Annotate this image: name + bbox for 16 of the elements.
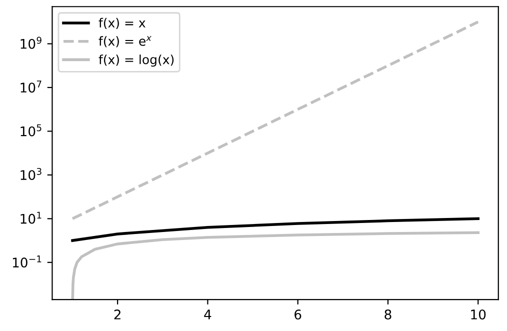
y-tick-label: 10$^{1}$	[20, 212, 42, 224]
x-tick-label: 6	[294, 310, 302, 320]
y-tick-label: 10$^{−1}$	[12, 256, 42, 268]
y-tick-label: 10$^{7}$	[20, 80, 42, 93]
y-tick-label: 10$^{9}$	[20, 36, 42, 49]
legend-label: f(x) = x	[98, 18, 146, 30]
x-tick-label: 4	[204, 310, 212, 320]
line-series	[71, 231, 480, 300]
y-tick-label: 10$^{5}$	[20, 124, 42, 136]
legend-label: f(x) = log(x)	[98, 54, 174, 67]
x-tick-label: 8	[384, 310, 392, 320]
x-tick-label: 2	[114, 310, 120, 320]
x-tick-label: 10	[471, 310, 486, 320]
legend-label: f(x) = e$^{x}$	[98, 36, 152, 48]
line-series	[71, 217, 480, 242]
y-tick-label: 10$^{3}$	[20, 168, 42, 180]
